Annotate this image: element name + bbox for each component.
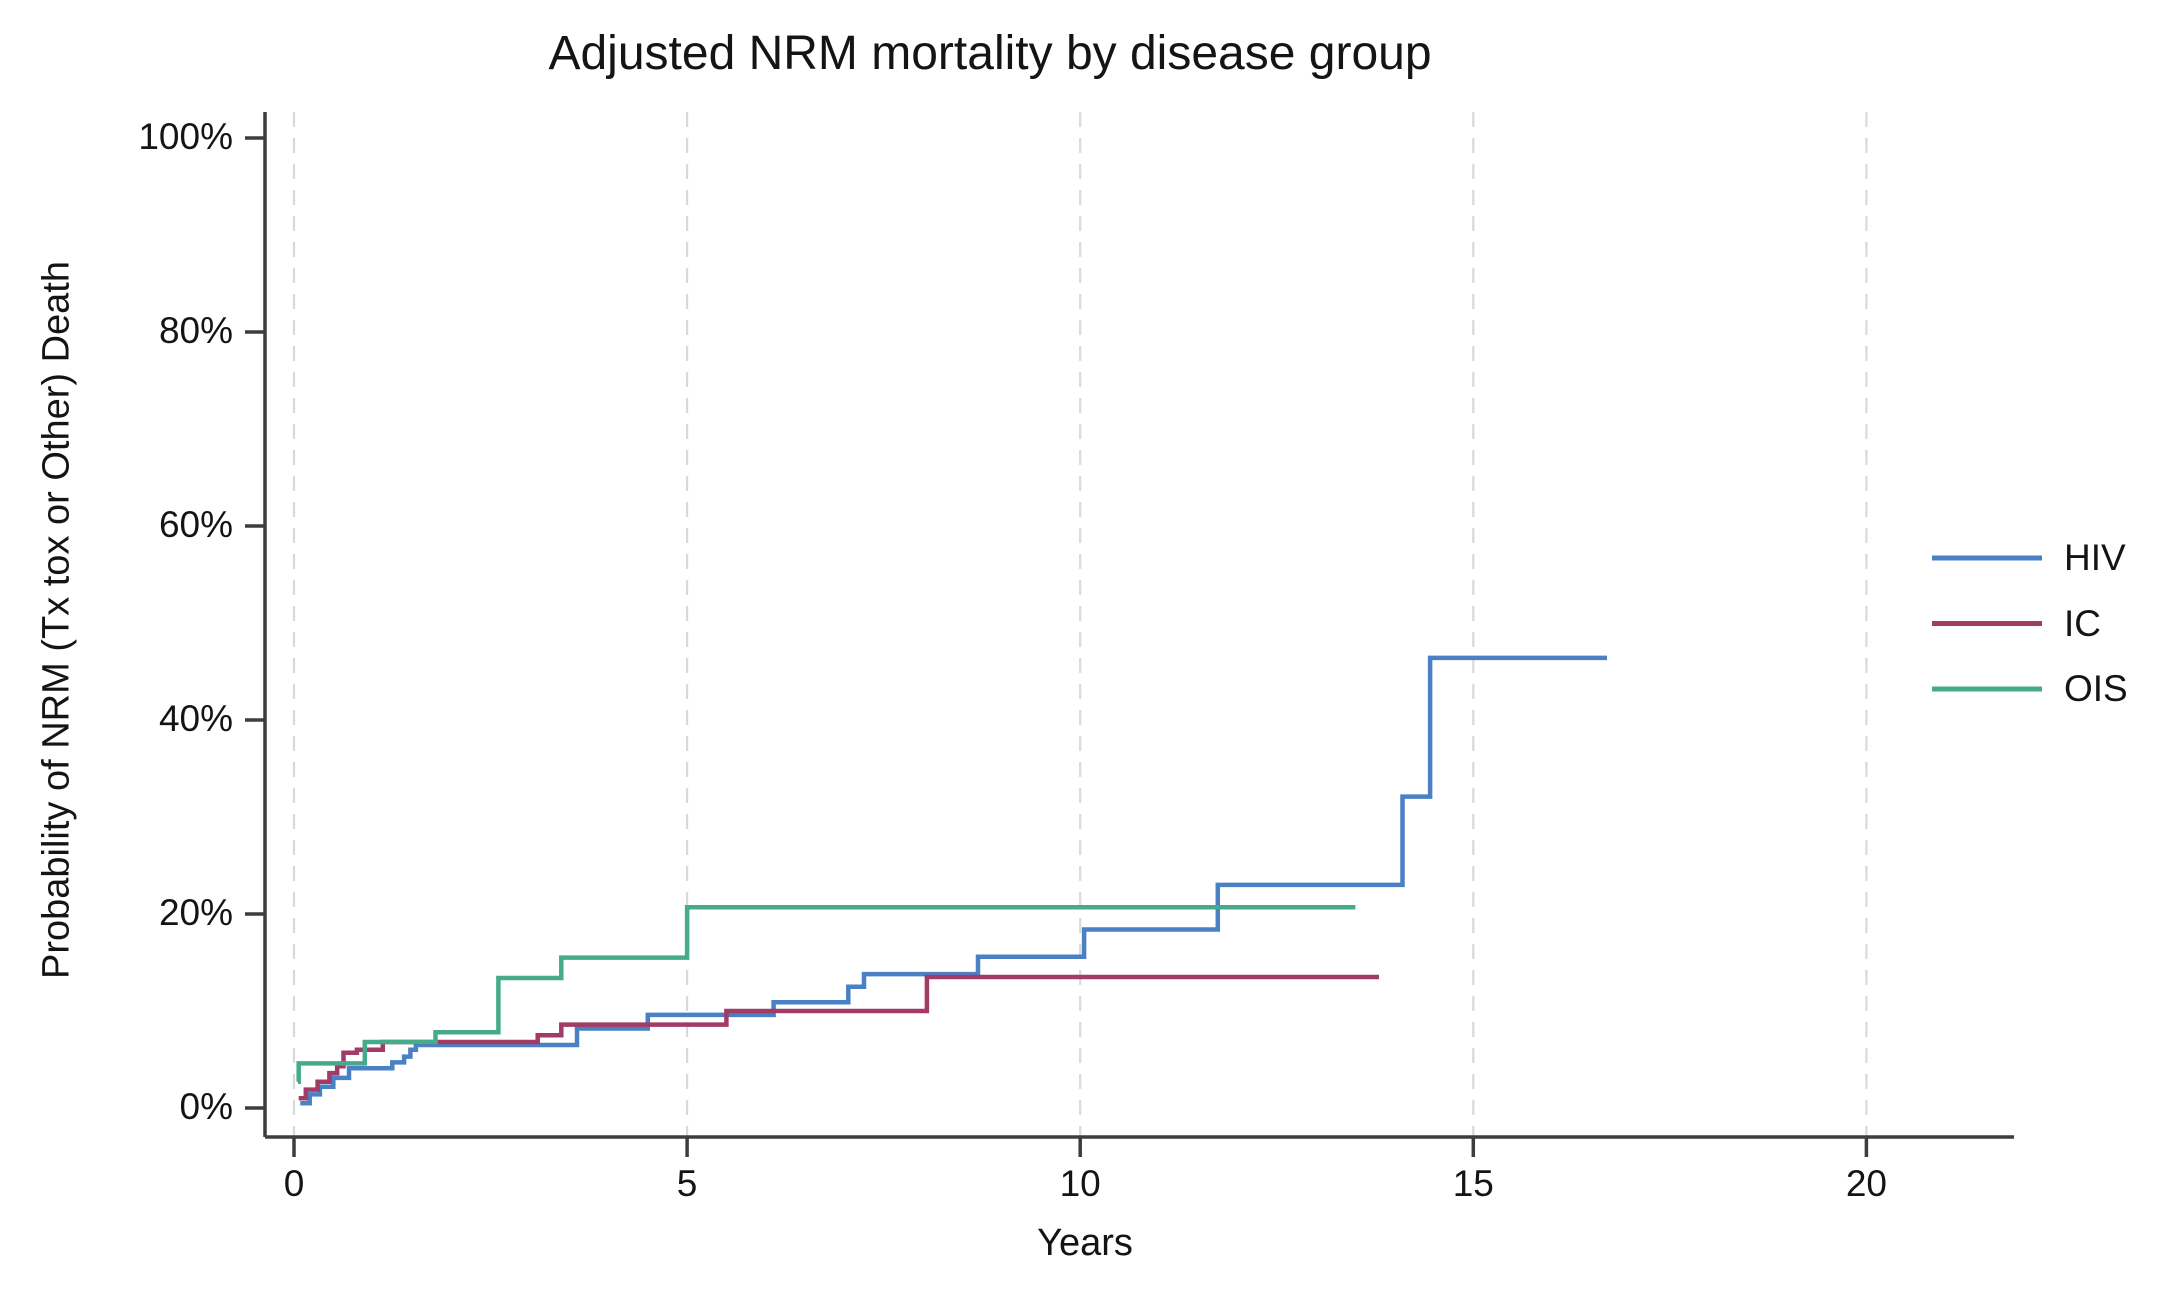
y-tick-label-20: 20%	[158, 892, 233, 933]
y-tick-label-40: 40%	[158, 698, 233, 739]
series-line-OIS	[296, 904, 1356, 1085]
y-tick-label-0: 0%	[179, 1086, 233, 1127]
series-line-IC	[298, 974, 1379, 1101]
x-tick-label-10: 10	[1059, 1163, 1101, 1204]
y-tick-label-60: 60%	[158, 504, 233, 545]
x-tick-label-20: 20	[1845, 1163, 1887, 1204]
x-tick-label-15: 15	[1452, 1163, 1494, 1204]
legend-label-OIS: OIS	[2064, 668, 2128, 709]
y-tick-label-100: 100%	[138, 116, 233, 157]
x-tick-label-0: 0	[283, 1163, 305, 1204]
legend-label-HIV: HIV	[2064, 537, 2126, 578]
legend-label-IC: IC	[2064, 602, 2101, 644]
x-tick-label-5: 5	[676, 1163, 698, 1204]
x-axis-title: Years	[1037, 1222, 1133, 1264]
chart-title: Adjusted NRM mortality by disease group	[548, 27, 1432, 80]
y-tick-label-80: 80%	[158, 310, 233, 351]
y-axis-title: Probability of NRM (Tx tox or Other) Dea…	[35, 261, 78, 979]
series-line-HIV	[300, 655, 1607, 1106]
